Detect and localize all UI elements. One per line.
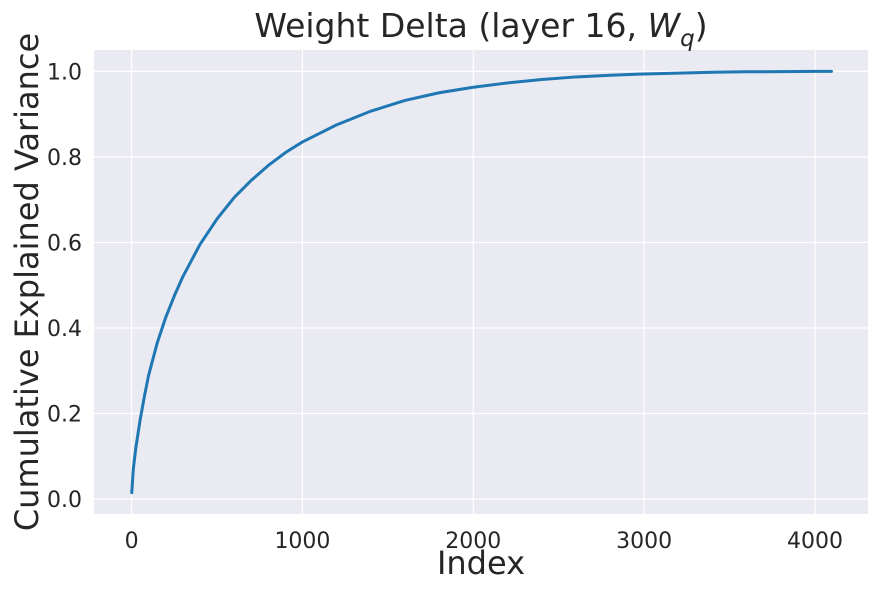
- y-tick-label: 0.0: [47, 488, 82, 513]
- x-tick-label: 0: [125, 529, 139, 554]
- x-tick-labels: 0 1000 2000 3000 4000: [125, 529, 843, 554]
- chart-title-math-subscript: q: [680, 26, 695, 52]
- x-tick-label: 1000: [274, 529, 330, 554]
- chart-title-math-base: W: [648, 6, 682, 45]
- chart-title-suffix: ): [695, 6, 708, 45]
- series-layer: [130, 69, 833, 495]
- y-axis-label: Cumulative Explained Variance: [8, 33, 46, 531]
- y-tick-label: 1.0: [47, 60, 82, 85]
- y-tick-label: 0.6: [47, 231, 82, 256]
- y-tick-label: 0.8: [47, 146, 82, 171]
- chart-title-prefix: Weight Delta (layer 16,: [254, 6, 647, 45]
- plot-background: [94, 50, 868, 514]
- y-tick-labels: 0.0 0.2 0.4 0.6 0.8 1.0: [47, 60, 82, 513]
- x-tick-label: 4000: [787, 529, 843, 554]
- grid: [94, 50, 868, 514]
- chart-title: Weight Delta (layer 16, Wq): [254, 6, 707, 52]
- x-tick-label: 2000: [445, 529, 501, 554]
- y-tick-label: 0.4: [47, 317, 82, 342]
- series-line-0: [130, 69, 833, 495]
- y-tick-label: 0.2: [47, 403, 82, 428]
- x-axis-label: Index: [437, 544, 525, 582]
- x-tick-label: 3000: [616, 529, 672, 554]
